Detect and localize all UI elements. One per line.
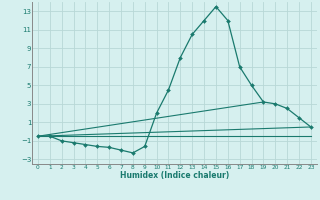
X-axis label: Humidex (Indice chaleur): Humidex (Indice chaleur) xyxy=(120,171,229,180)
